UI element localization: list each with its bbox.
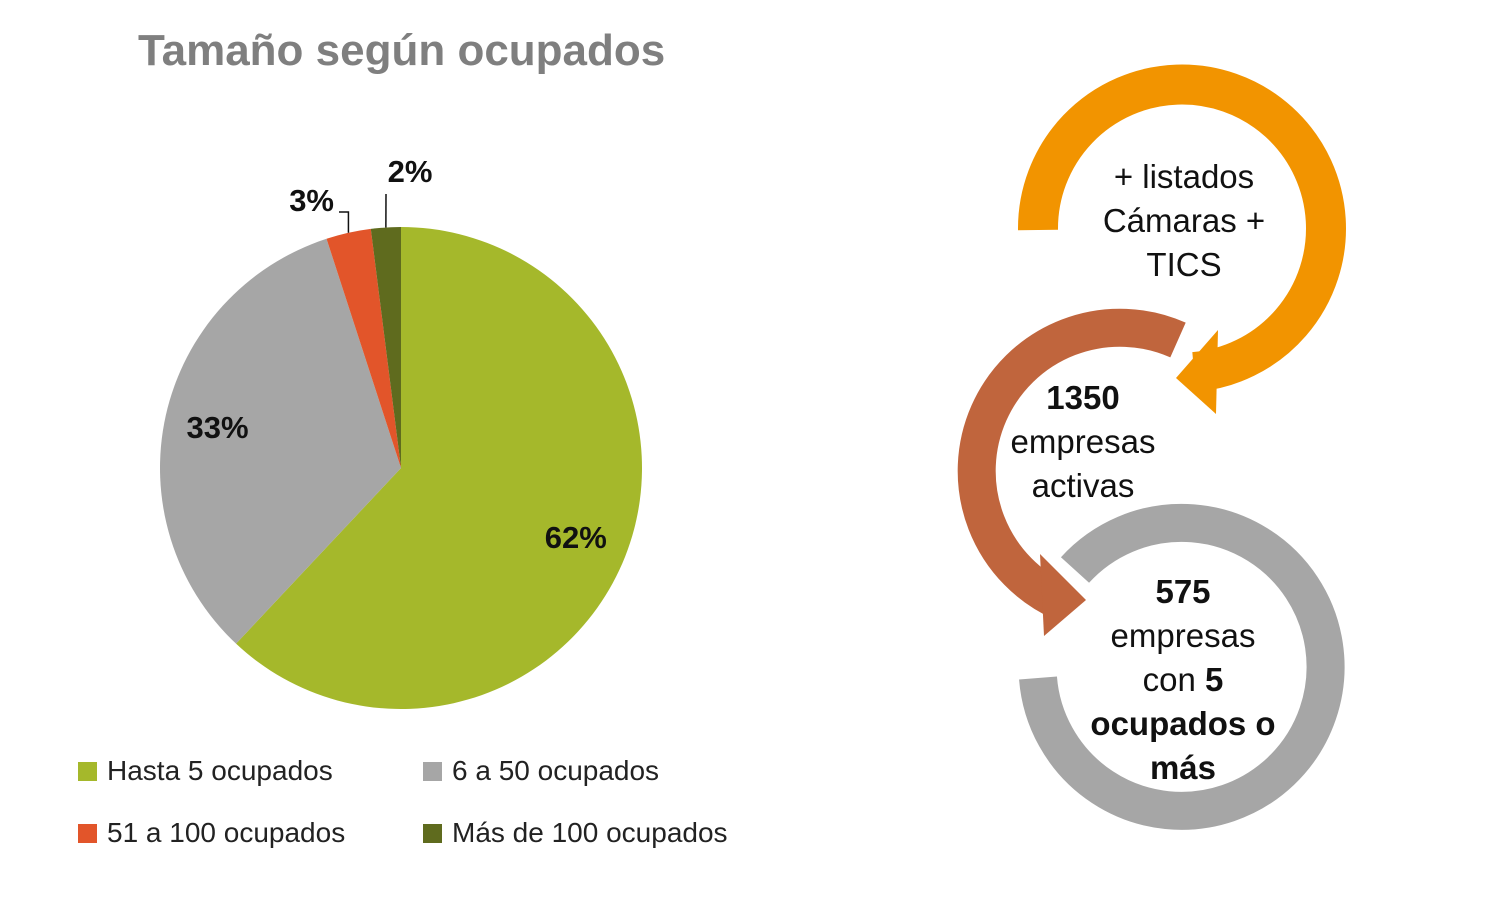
cycle1-line2: Cámaras + xyxy=(1103,202,1265,239)
chart-title: Tamaño según ocupados xyxy=(138,26,666,75)
slice-6-50 xyxy=(159,238,401,644)
cycle1-line3: TICS xyxy=(1146,246,1221,283)
data-label: 2% xyxy=(388,154,433,189)
brown-cycle-arrow xyxy=(957,308,1186,620)
data-label: 3% xyxy=(289,183,334,218)
leader-line xyxy=(339,211,350,233)
legend-swatch xyxy=(78,761,97,781)
cycle2-number: 1350 xyxy=(1046,379,1119,416)
legend-item-51-100: 51 a 100 ocupados xyxy=(78,817,345,849)
slice-hasta-5 xyxy=(236,227,643,709)
legend-swatch xyxy=(423,823,442,843)
legend-label: 6 a 50 ocupados xyxy=(452,755,660,786)
orange-arrowhead xyxy=(1176,330,1218,414)
cycle2-line3: activas xyxy=(1032,467,1135,504)
legend-label: Hasta 5 ocupados xyxy=(107,755,333,786)
legend-item-mas-100: Más de 100 ocupados xyxy=(423,817,728,849)
legend-item-6-50: 6 a 50 ocupados xyxy=(423,755,659,787)
chart-legend: Hasta 5 ocupados 6 a 50 ocupados 51 a 10… xyxy=(78,755,798,865)
cycle3-line5: más xyxy=(1150,749,1216,786)
cycle3-line3: con 5 xyxy=(1143,661,1224,698)
cycle-diagram: + listados Cámaras + TICS 1350 empresas … xyxy=(957,64,1346,830)
data-label: 62% xyxy=(545,520,607,555)
cycle3-line2: empresas xyxy=(1111,617,1256,654)
grey-cycle-ring xyxy=(1019,503,1345,830)
cycle3-line3-bold: 5 xyxy=(1205,661,1223,698)
cycle3-line4: ocupados o xyxy=(1090,705,1275,742)
cycle3-line3-prefix: con xyxy=(1143,661,1205,698)
legend-swatch xyxy=(78,823,97,843)
legend-swatch xyxy=(423,761,442,781)
brown-arrowhead xyxy=(1040,554,1086,636)
cycle2-line2: empresas xyxy=(1011,423,1156,460)
slice-mas-100 xyxy=(370,227,401,468)
legend-item-hasta-5: Hasta 5 ocupados xyxy=(78,755,333,787)
slice-51-100 xyxy=(326,228,401,468)
data-label: 33% xyxy=(187,410,249,445)
orange-cycle-arrow xyxy=(1017,64,1346,392)
cycle1-line1: + listados xyxy=(1114,158,1254,195)
cycle3-number: 575 xyxy=(1155,573,1210,610)
legend-label: Más de 100 ocupados xyxy=(452,817,728,848)
legend-label: 51 a 100 ocupados xyxy=(107,817,346,848)
